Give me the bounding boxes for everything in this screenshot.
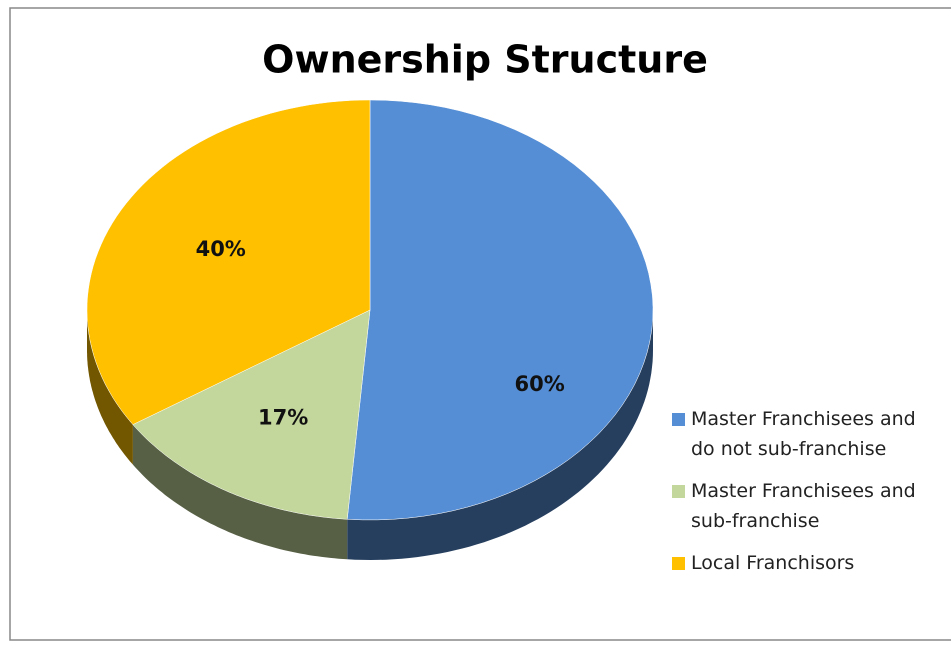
data-label: 40% — [196, 237, 246, 261]
data-label: 17% — [258, 405, 308, 429]
data-label: 60% — [515, 372, 565, 396]
pie-side — [87, 310, 133, 465]
legend-item: Master Franchisees and sub-franchise — [672, 476, 951, 536]
legend-item: Master Franchisees and do not sub-franch… — [672, 404, 951, 464]
pie-side — [132, 424, 348, 560]
legend-label: Master Franchisees and do not sub-franch… — [691, 408, 916, 460]
legend-swatch — [672, 413, 685, 426]
legend-label: Local Franchisors — [691, 552, 855, 574]
legend: Master Franchisees and do not sub-franch… — [672, 404, 951, 590]
legend-swatch — [672, 557, 685, 570]
legend-item: Local Franchisors — [672, 548, 951, 578]
pie-slice — [86, 99, 371, 425]
pie-slice — [132, 309, 371, 520]
legend-swatch — [672, 485, 685, 498]
pie-sides — [87, 310, 653, 560]
chart-title: Ownership Structure — [262, 38, 708, 82]
pie-side — [347, 310, 653, 560]
pie-tops — [86, 99, 654, 521]
pie-slice — [346, 99, 654, 521]
data-labels: 60% 17% 40% — [196, 237, 565, 429]
legend-label: Master Franchisees and sub-franchise — [691, 480, 916, 532]
